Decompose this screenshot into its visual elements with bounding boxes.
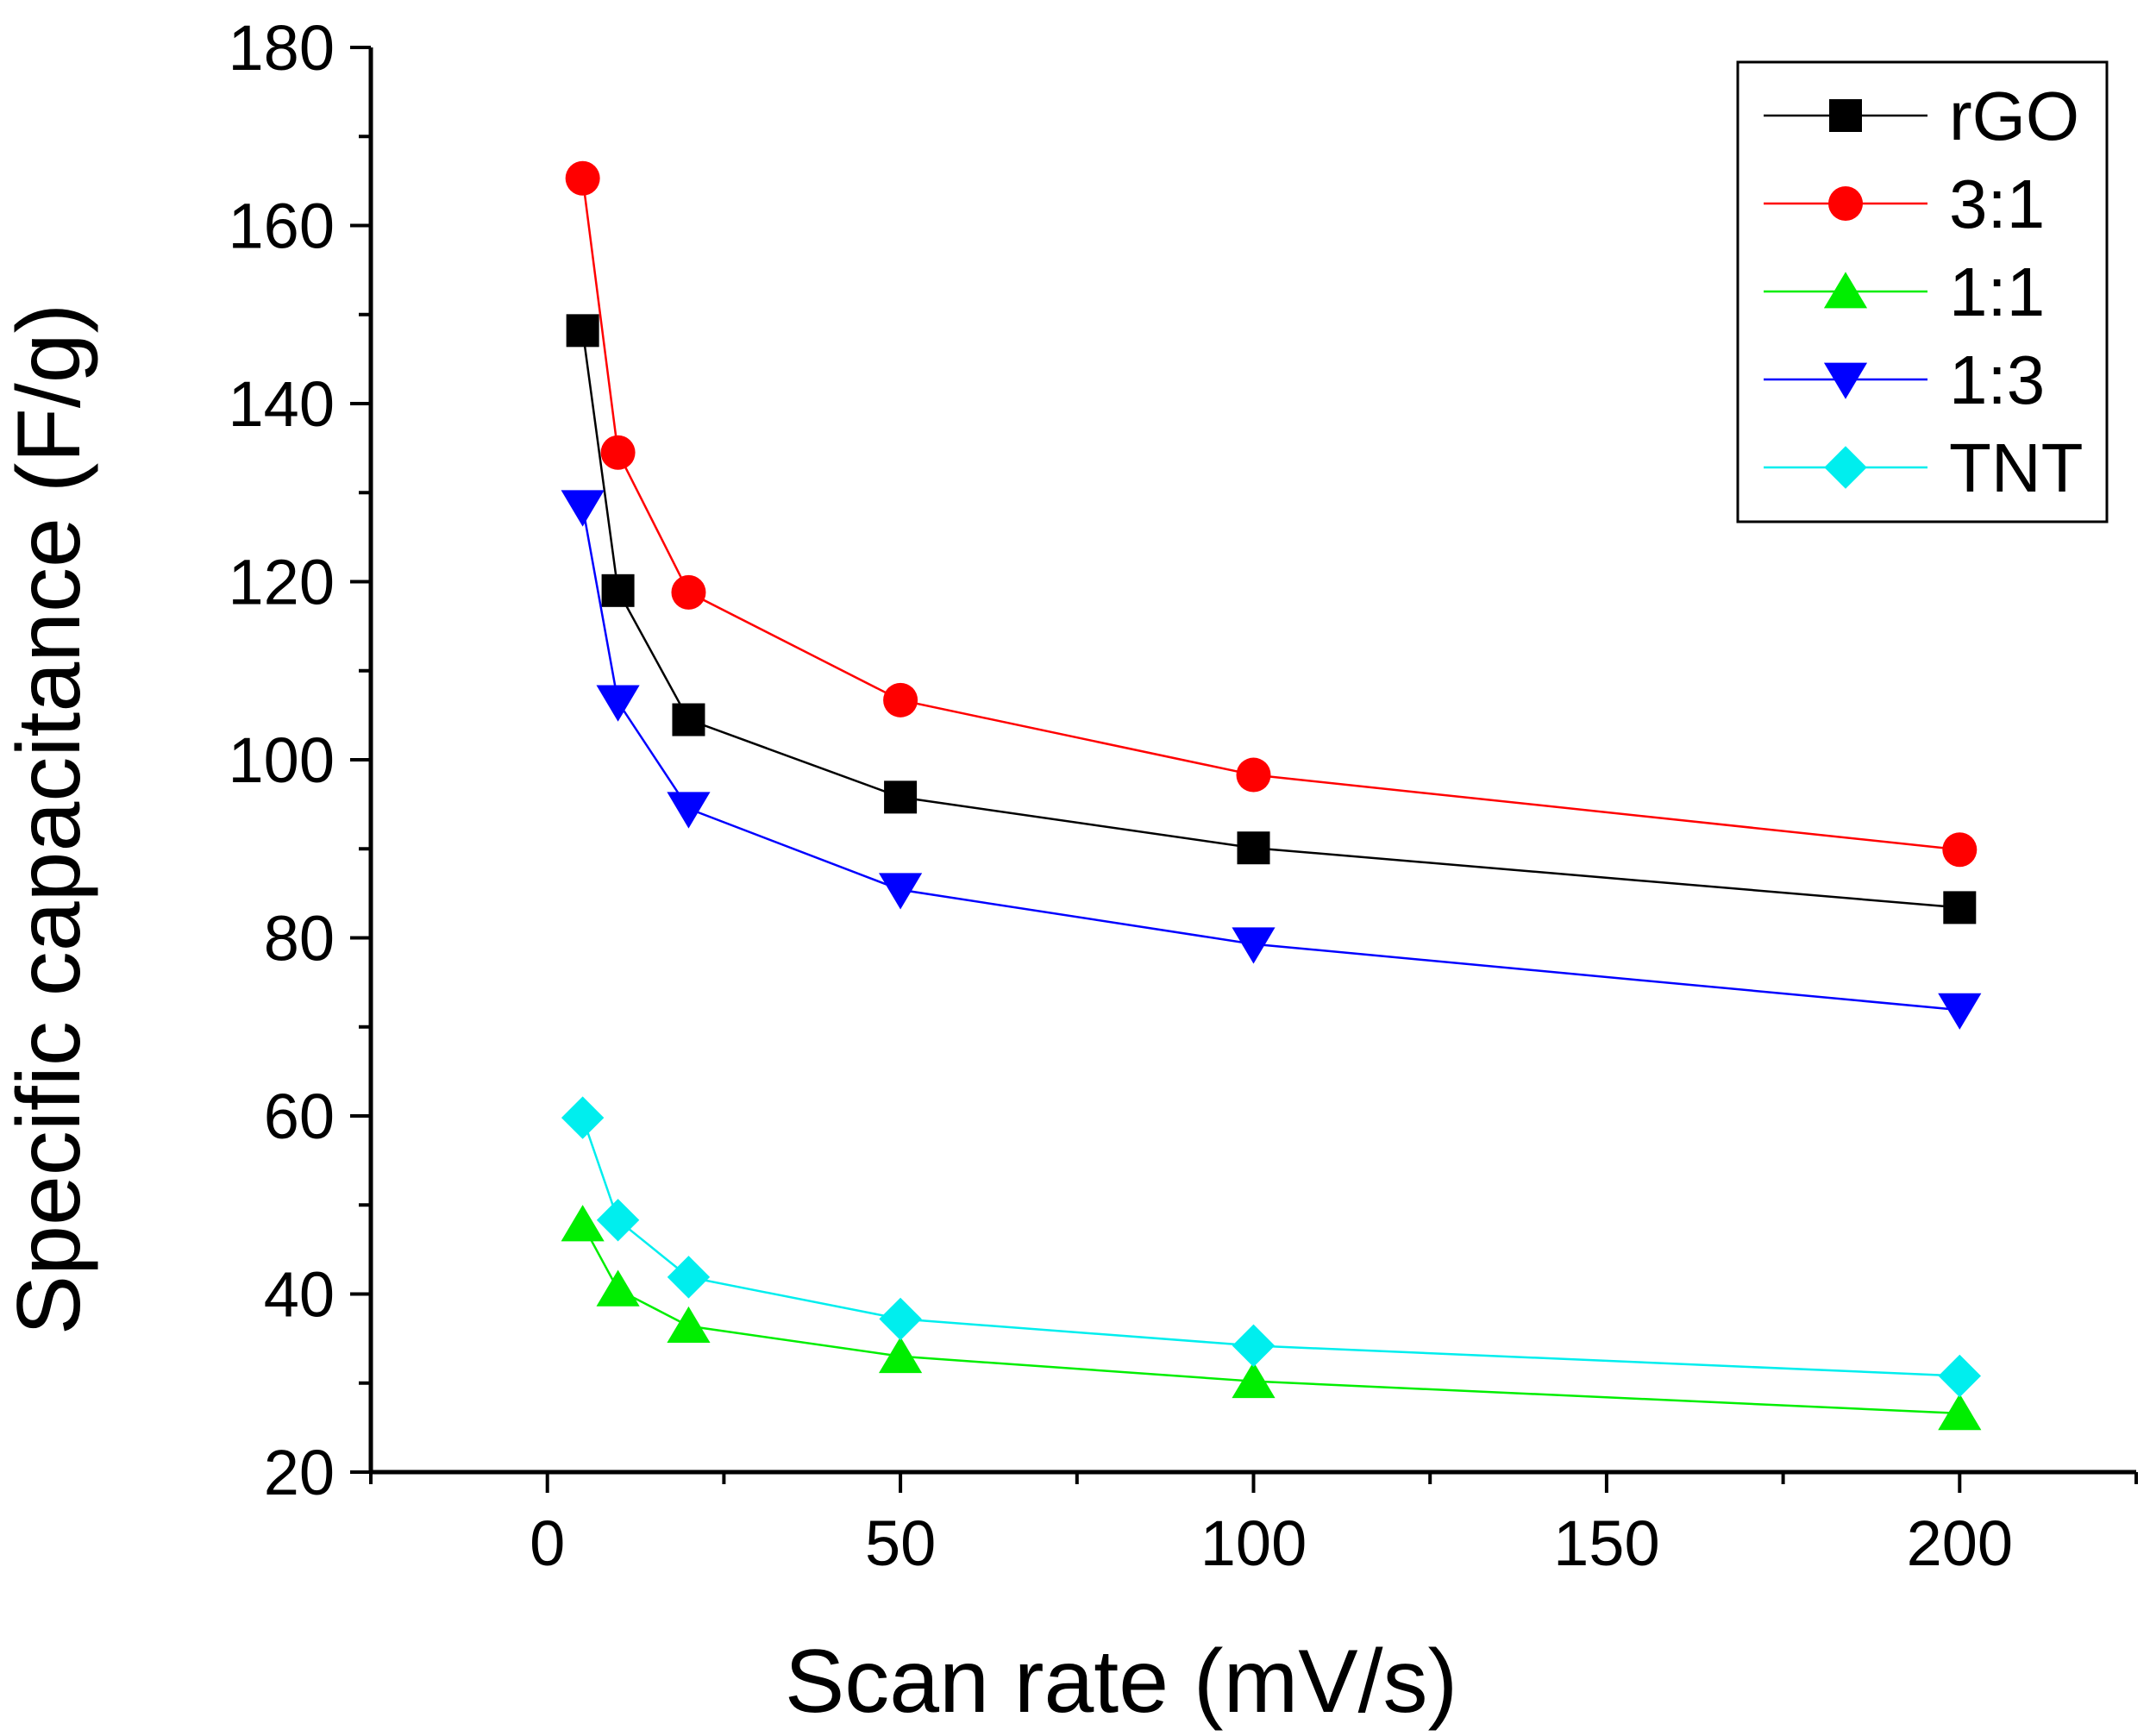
legend-item: 1:3	[1764, 342, 2045, 418]
data-point	[561, 490, 605, 527]
series-layer	[561, 160, 1982, 1431]
y-tick-label: 40	[264, 1259, 335, 1331]
data-point	[596, 1269, 640, 1307]
data-point	[879, 1297, 922, 1341]
legend-item: TNT	[1764, 429, 2084, 506]
data-point	[671, 574, 706, 610]
legend-item: 1:1	[1764, 254, 2045, 330]
data-point	[596, 1199, 640, 1242]
data-point	[1938, 993, 1982, 1030]
data-point	[1938, 1394, 1982, 1431]
y-tick-label: 80	[264, 903, 335, 975]
data-point	[879, 873, 923, 910]
data-point	[1232, 1324, 1276, 1368]
data-point	[565, 160, 600, 196]
y-tick-label: 180	[229, 12, 335, 84]
series-3-1	[565, 160, 1978, 868]
legend-marker	[1823, 362, 1868, 399]
legend-label: TNT	[1949, 429, 2084, 506]
data-point	[667, 1256, 711, 1299]
y-axis-title: Specific capacitance (F/g)	[0, 304, 99, 1336]
series-rgo	[566, 314, 1977, 924]
legend-label: 3:1	[1949, 166, 2045, 242]
y-tick-label: 160	[229, 191, 335, 262]
data-point	[561, 1205, 605, 1242]
x-tick-label: 150	[1553, 1507, 1659, 1579]
x-tick-label: 100	[1200, 1507, 1307, 1579]
series-line	[581, 330, 1960, 909]
legend: rGO 3:1 1:1 1:3 TNT	[1736, 60, 2109, 523]
y-tick-label: 120	[229, 547, 335, 618]
legend-item: rGO	[1764, 78, 2079, 154]
data-point	[600, 435, 636, 470]
data-point	[1236, 757, 1271, 793]
series-tnt	[561, 1096, 1981, 1398]
data-point	[1232, 927, 1276, 964]
legend-marker	[1828, 186, 1863, 221]
data-point	[879, 1336, 923, 1374]
y-axis: 20 40 60 80 100 120 140 160 180	[229, 12, 371, 1508]
x-axis: 0 50 100 150 200	[369, 1472, 2138, 1579]
data-point	[596, 685, 640, 722]
x-tick-label: 0	[530, 1507, 565, 1579]
y-tick-label: 60	[264, 1081, 335, 1152]
legend-label: 1:3	[1949, 342, 2045, 418]
data-point	[883, 682, 918, 718]
data-point	[561, 1096, 605, 1139]
legend-label: 1:1	[1949, 254, 2045, 330]
series-line	[581, 1117, 1960, 1377]
data-point	[667, 1306, 711, 1344]
legend-label: rGO	[1949, 78, 2079, 154]
x-tick-label: 50	[865, 1507, 936, 1579]
series-line	[581, 506, 1960, 1012]
data-point	[884, 780, 918, 814]
data-point	[1942, 832, 1978, 868]
series-1-3	[561, 490, 1982, 1030]
data-point	[1938, 1354, 1981, 1398]
legend-marker	[1829, 99, 1862, 132]
y-tick-label: 140	[229, 368, 335, 440]
series-line	[581, 178, 1960, 851]
series-line	[581, 1224, 1960, 1415]
data-point	[1232, 1361, 1276, 1399]
legend-item: 3:1	[1764, 166, 2045, 242]
legend-marker	[1823, 272, 1868, 309]
legend-marker	[1824, 446, 1867, 489]
data-point	[672, 703, 705, 736]
data-point	[1943, 891, 1977, 924]
data-point	[667, 792, 711, 829]
series-1-1	[561, 1205, 1982, 1431]
data-point	[1237, 831, 1270, 865]
y-tick-label: 20	[264, 1437, 335, 1508]
data-point	[601, 573, 635, 607]
x-axis-title: Scan rate (mV/s)	[785, 1632, 1457, 1732]
x-tick-label: 200	[1907, 1507, 2013, 1579]
y-tick-label: 100	[229, 724, 335, 796]
data-point	[566, 314, 599, 348]
